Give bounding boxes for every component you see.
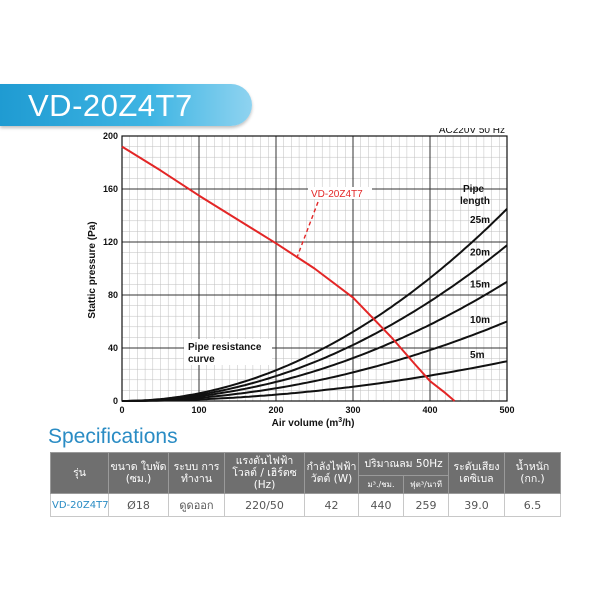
y-tick-label: 160 — [103, 184, 118, 194]
cell-airflow-ftmin: 259 — [402, 493, 450, 517]
x-axis-label-main: Air volume (m — [272, 418, 339, 428]
y-tick-label: 200 — [103, 131, 118, 141]
model-title: VD-20Z4T7 — [28, 88, 193, 123]
chart-annotations: AC220V 50 Hz Stattic pressure (Pa) Air v… — [87, 128, 505, 428]
fan-curve-label-bg — [308, 187, 372, 199]
pipe-curve-10m — [122, 320, 508, 402]
header-blade-size: ขนาด ใบพัด (ซม.) — [108, 452, 169, 494]
tick-labels: 0 100 200 300 400 500 0 40 80 120 160 200 — [103, 131, 515, 415]
pipe-curve-5m — [122, 360, 508, 402]
fan-curve-label: VD-20Z4T7 — [311, 189, 363, 200]
pipe-curve-25m — [122, 208, 508, 402]
x-tick-label: 0 — [119, 405, 124, 415]
y-tick-label: 40 — [108, 343, 118, 353]
header-airflow: ปริมาณลม 50Hz — [357, 451, 450, 477]
specs-data-row: VD-20Z4T7 Ø18 ดูดออก 220/50 42 440 259 3… — [50, 493, 562, 517]
pipe-resistance-label-1: Pipe resistance — [188, 342, 262, 353]
cell-model: VD-20Z4T7 — [50, 493, 109, 517]
pipe-curve-15m — [122, 280, 508, 402]
plot-frame — [121, 135, 508, 402]
y-tick-label: 0 — [113, 396, 118, 406]
x-tick-label: 100 — [191, 405, 206, 415]
header-system: ระบบ การทำงาน — [168, 452, 225, 494]
cell-noise: 39.0 — [448, 493, 506, 517]
pipe-curve-label-25m: 25m — [470, 215, 490, 226]
pipe-curve-label-20m: 20m — [470, 247, 490, 258]
pipe-curve-labels: 25m 20m 15m 10m 5m — [470, 215, 490, 361]
header-noise: ระดับเสียง เดซิเบล — [448, 452, 506, 494]
x-axis-label-tail: /h) — [342, 418, 354, 428]
specs-header-row: รุ่น ขนาด ใบพัด (ซม.) ระบบ การทำงาน แรงด… — [50, 451, 562, 494]
pipe-curve-label-15m: 15m — [470, 280, 490, 291]
header-power: กำลังไฟฟ้า วัตต์ (W) — [304, 452, 359, 494]
specifications-title: Specifications — [48, 425, 178, 448]
fan-curve-line — [121, 145, 456, 402]
y-tick-label: 120 — [103, 237, 118, 247]
pipe-curve-label-10m: 10m — [470, 315, 490, 326]
cell-blade-size: Ø18 — [108, 493, 169, 517]
x-tick-label: 500 — [499, 405, 514, 415]
x-axis-label: Air volume (m3/h) — [272, 417, 355, 428]
x-tick-label: 200 — [268, 405, 283, 415]
x-axis-label-sup: 3 — [338, 417, 342, 424]
cell-voltage: 220/50 — [224, 493, 305, 517]
x-tick-label: 300 — [345, 405, 360, 415]
header-voltage: แรงดันไฟฟ้า โวลต์ / เฮิร์ตซ (Hz) — [224, 452, 305, 494]
pipe-curves — [122, 208, 508, 402]
pipe-legend-title-2: length — [460, 196, 490, 207]
y-tick-label: 80 — [108, 290, 118, 300]
pipe-resistance-label-2: curve — [188, 354, 215, 365]
performance-chart: 0 100 200 300 400 500 0 40 80 120 160 200 AC220V 50… — [87, 128, 515, 428]
header-weight: น้ำหนัก (กก.) — [504, 452, 562, 494]
pipe-resistance-label-bg — [184, 339, 272, 365]
pipe-curve-label-5m: 5m — [470, 350, 485, 361]
x-tick-label: 400 — [422, 405, 437, 415]
header-airflow-ftmin: ฟุต³/นาที — [402, 475, 450, 494]
specs-subheader-row: ม³./ชม. ฟุต³/นาที — [51, 475, 561, 494]
header-airflow-m3h: ม³./ชม. — [358, 475, 404, 494]
fan-curve — [121, 145, 456, 402]
cell-weight: 6.5 — [504, 493, 562, 517]
model-banner: VD-20Z4T7 — [0, 84, 252, 126]
pipe-legend-title-1: Pipe — [463, 184, 485, 195]
y-axis-label: Stattic pressure (Pa) — [87, 221, 98, 318]
power-note: AC220V 50 Hz — [439, 128, 505, 136]
header-model: รุ่น — [50, 452, 109, 494]
cell-power: 42 — [304, 493, 359, 517]
fan-curve-leader — [295, 201, 319, 261]
specifications-table: รุ่น ขนาด ใบพัด (ซม.) ระบบ การทำงาน แรงด… — [50, 451, 562, 517]
pipe-curve-20m — [122, 244, 508, 402]
cell-airflow-m3h: 440 — [358, 493, 404, 517]
cell-system: ดูดออก — [168, 493, 225, 517]
